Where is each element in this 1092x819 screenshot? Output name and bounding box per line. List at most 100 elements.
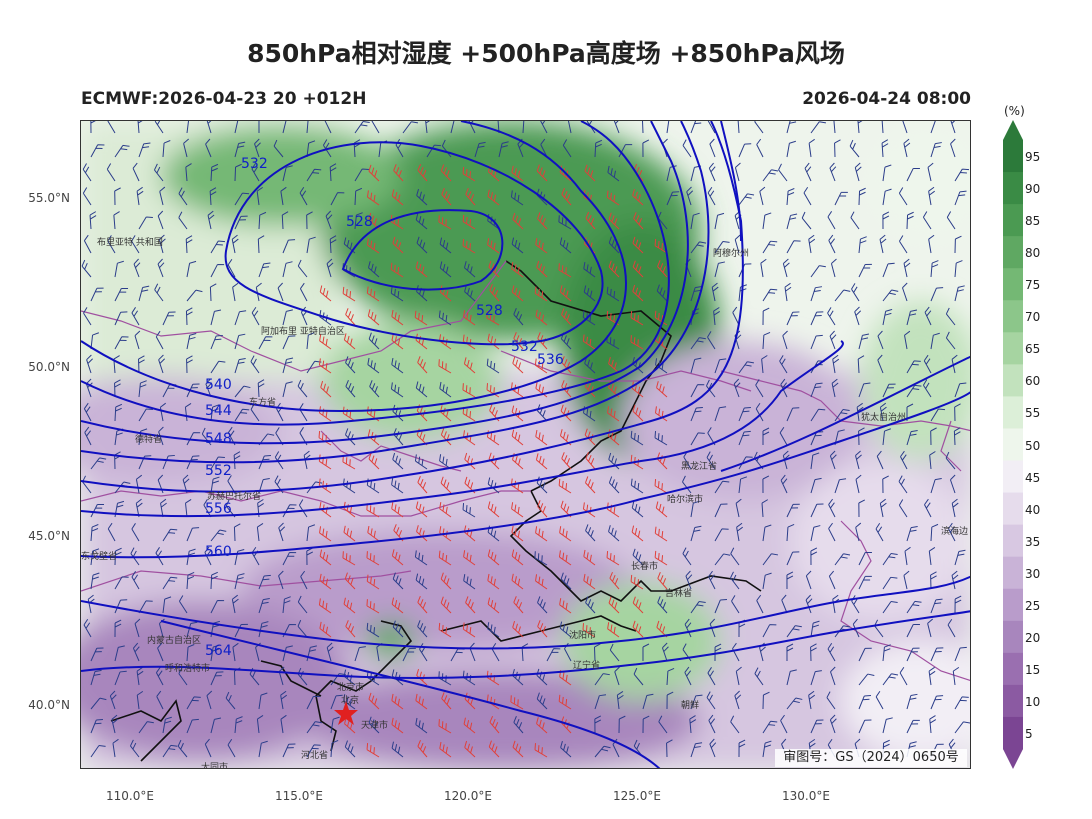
contour-532 — [224, 141, 604, 346]
wind-barb-icon — [162, 744, 178, 758]
contour-label: 560 — [205, 544, 232, 560]
wind-barb-icon — [778, 163, 788, 182]
wind-barb-icon — [755, 379, 764, 398]
colorbar-swatch — [1003, 268, 1023, 301]
wind-barb-icon — [585, 211, 596, 230]
wind-barb-icon — [319, 501, 332, 518]
wind-barb-icon — [210, 644, 220, 662]
wind-barb-icon — [131, 235, 140, 254]
wind-barb-icon — [414, 454, 428, 470]
wind-barb-icon — [786, 571, 794, 590]
contour-label: 540 — [205, 377, 232, 393]
wind-barb-icon — [854, 306, 862, 326]
wind-barb-icon — [184, 403, 192, 422]
wind-barb-icon — [951, 498, 959, 518]
wind-barb-icon — [738, 476, 748, 494]
wind-barb-icon — [111, 714, 119, 734]
wind-barb-icon — [510, 695, 524, 710]
wind-barb-icon — [780, 378, 788, 398]
wind-barb-icon — [654, 550, 668, 566]
wind-barb-icon — [326, 258, 334, 278]
wind-barb-icon — [234, 192, 250, 206]
wind-barb-icon — [536, 717, 548, 734]
wind-barb-icon — [734, 690, 742, 710]
wind-barb-icon — [488, 260, 500, 278]
wind-barb-icon — [462, 670, 476, 686]
wind-barb-icon — [558, 694, 572, 710]
wind-barb-icon — [709, 738, 717, 758]
wind-barb-icon — [714, 553, 731, 566]
wind-barb-icon — [330, 716, 340, 734]
wind-barb-icon — [536, 260, 548, 278]
wind-barb-icon — [632, 188, 644, 206]
valid-time-label: 2026-04-24 08:00 — [802, 89, 971, 109]
wind-barb-icon — [251, 163, 260, 182]
wind-barb-icon — [462, 383, 476, 398]
wind-barb-icon — [906, 360, 921, 374]
wind-barb-icon — [876, 450, 884, 470]
wind-barb-icon — [801, 211, 812, 230]
wind-barb-icon — [804, 162, 812, 182]
wind-barb-icon — [690, 432, 705, 446]
wind-barb-icon — [690, 337, 706, 350]
wind-barb-icon — [489, 715, 500, 734]
wind-barb-icon — [138, 408, 153, 422]
wind-barb-icon — [274, 451, 284, 470]
wind-barb-icon — [559, 670, 572, 686]
contour-label: 556 — [205, 501, 232, 517]
wind-barb-icon — [630, 574, 644, 590]
wind-barb-icon — [256, 715, 264, 734]
wind-barb-icon — [300, 570, 308, 590]
wind-barb-icon — [114, 336, 129, 350]
wind-barb-icon — [827, 643, 836, 662]
wind-barb-icon — [391, 549, 404, 566]
place-label: 阿穆尔州 — [713, 247, 749, 259]
wind-barb-icon — [828, 234, 836, 254]
wind-barb-icon — [561, 188, 572, 206]
wind-barb-icon — [512, 620, 524, 638]
wind-barb-icon — [901, 121, 908, 134]
wind-barb-icon — [583, 549, 596, 566]
wind-barb-icon — [858, 575, 872, 590]
wind-barb-icon — [329, 163, 337, 182]
wind-barb-icon — [439, 237, 452, 254]
colorbar — [1003, 120, 1023, 769]
wind-barb-icon — [131, 523, 140, 542]
wind-barb-icon — [439, 741, 452, 758]
wind-barb-icon — [416, 188, 428, 206]
wind-barb-icon — [762, 288, 778, 302]
wind-barb-icon — [735, 666, 742, 686]
place-label: 内蒙古自治区 — [147, 634, 201, 646]
wind-barb-icon — [439, 454, 452, 470]
wind-barb-icon — [134, 618, 141, 638]
wind-barb-icon — [762, 307, 770, 326]
wind-barb-icon — [441, 692, 452, 710]
wind-barb-icon — [234, 333, 246, 350]
place-label: 苏赫巴托尔省 — [207, 490, 261, 502]
wind-barb-icon — [185, 499, 192, 518]
wind-barb-icon — [205, 138, 212, 158]
wind-barb-icon — [463, 310, 476, 326]
wind-barb-icon — [417, 356, 428, 374]
wind-barb-icon — [858, 551, 872, 566]
wind-barb-icon — [658, 715, 668, 734]
wind-barb-icon — [254, 138, 261, 158]
lon-label: 110.0°E — [106, 789, 154, 803]
wind-barb-icon — [234, 385, 251, 398]
wind-barb-icon — [162, 576, 178, 590]
wind-barb-icon — [906, 309, 918, 326]
wind-barb-icon — [930, 598, 943, 614]
wind-barb-icon — [329, 235, 337, 254]
wind-barb-icon — [186, 289, 203, 302]
wind-barb-icon — [282, 121, 293, 134]
wind-barb-icon — [186, 527, 200, 542]
wind-barb-icon — [899, 666, 908, 686]
contour-548 — [81, 121, 710, 464]
wind-barb-icon — [537, 500, 548, 518]
wind-barb-icon — [762, 331, 771, 350]
wind-barb-icon — [342, 551, 356, 566]
wind-barb-icon — [320, 380, 332, 398]
contour-572 — [160, 620, 661, 768]
wind-barb-icon — [513, 716, 524, 734]
wind-barb-icon — [107, 522, 116, 542]
